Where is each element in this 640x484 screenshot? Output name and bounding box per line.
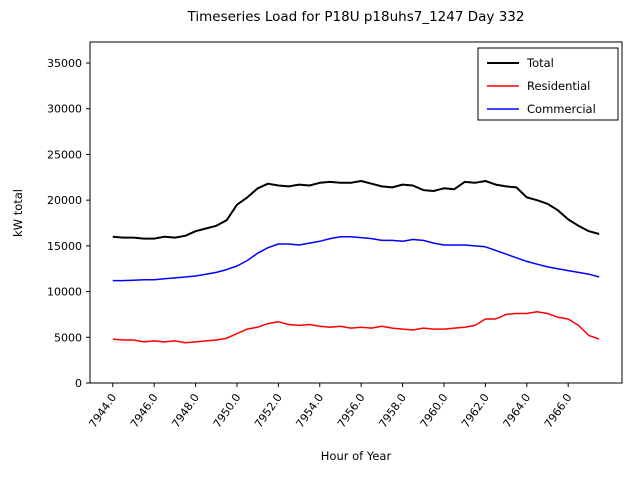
x-tick-label: 7966.0 <box>542 391 575 430</box>
x-tick-label: 7962.0 <box>459 391 492 430</box>
x-tick-label: 7958.0 <box>376 391 409 430</box>
y-tick-label: 0 <box>75 377 82 390</box>
y-tick-label: 35000 <box>47 57 82 70</box>
plot-area: 7944.0 7946.0 7948.0 7950.0 7952.0 7954.0 7956… <box>47 41 623 430</box>
y-tick-label: 25000 <box>47 148 82 161</box>
y-tick-label: 30000 <box>47 103 82 116</box>
x-axis-label: Hour of Year <box>321 449 392 463</box>
legend-label-commercial: Commercial <box>527 102 596 116</box>
legend-box <box>477 47 619 121</box>
y-tick-label: 20000 <box>47 194 82 207</box>
series-line-residential <box>112 310 600 344</box>
x-tick-label: 7950.0 <box>211 391 244 430</box>
x-tick-label: 7946.0 <box>128 391 161 430</box>
x-tick-label: 7956.0 <box>335 391 368 430</box>
y-axis-label: kW total <box>11 189 25 237</box>
y-tick-label: 5000 <box>54 331 82 344</box>
axes-spines <box>89 41 623 384</box>
series-line-commercial <box>112 235 600 282</box>
legend-label-residential: Residential <box>527 79 590 93</box>
x-tick-label: 7964.0 <box>501 391 534 430</box>
x-tick-label: 7954.0 <box>294 391 327 430</box>
legend-label-total: Total <box>526 56 554 70</box>
series-line-total <box>112 180 600 240</box>
y-tick-label: 10000 <box>47 286 82 299</box>
y-tick-label: 15000 <box>47 240 82 253</box>
x-tick-label: 7960.0 <box>418 391 451 430</box>
x-tick-label: 7944.0 <box>86 391 119 430</box>
chart-title: Timeseries Load for P18U p18uhs7_1247 Da… <box>187 9 525 25</box>
x-tick-label: 7948.0 <box>169 391 202 430</box>
x-tick-label: 7952.0 <box>252 391 285 430</box>
